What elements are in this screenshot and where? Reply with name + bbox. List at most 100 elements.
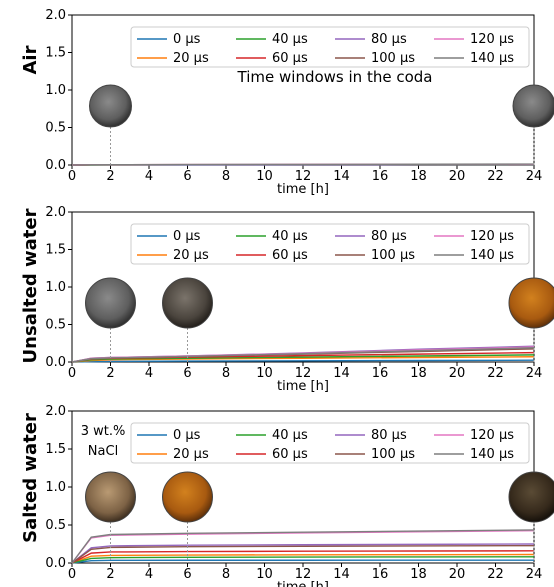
legend-label: 100 µs — [371, 447, 415, 462]
y-tick-label: 0.5 — [45, 318, 66, 333]
sample-photo — [85, 277, 136, 329]
legend-label: 0 µs — [173, 229, 201, 244]
legend-label: 40 µs — [272, 428, 308, 443]
x-tick-label: 2 — [106, 366, 114, 381]
x-tick-label: 10 — [256, 366, 273, 381]
legend-label: 100 µs — [371, 248, 415, 263]
sample-photo — [162, 471, 213, 523]
x-tick-label: 24 — [526, 366, 543, 381]
salt-annotation: NaCl — [88, 444, 118, 459]
salt-annotation: 3 wt.% — [81, 424, 126, 439]
sample-photo — [508, 277, 554, 329]
x-tick-label: 6 — [183, 366, 191, 381]
y-tick-label: 0.0 — [45, 355, 66, 370]
y-tick-label: 1.5 — [45, 442, 66, 457]
x-tick-label: 2 — [106, 567, 114, 582]
y-tick-label: 1.0 — [45, 83, 66, 98]
legend-box — [130, 26, 530, 68]
legend-label: 20 µs — [173, 248, 209, 263]
legend-label: 80 µs — [371, 428, 407, 443]
legend-label: 120 µs — [470, 428, 514, 443]
series-line — [71, 529, 535, 564]
legend-label: 60 µs — [272, 51, 308, 66]
legend-label: 60 µs — [272, 447, 308, 462]
x-tick-label: 6 — [183, 567, 191, 582]
x-tick-label: 22 — [487, 567, 504, 582]
series-line — [71, 559, 534, 564]
x-tick-label: 10 — [256, 567, 273, 582]
x-tick-label: 20 — [449, 567, 466, 582]
x-tick-label: 22 — [487, 169, 504, 184]
sample-photo — [162, 277, 213, 329]
legend-box — [130, 223, 530, 265]
y-tick-label: 2.0 — [45, 404, 66, 419]
x-tick-label: 8 — [222, 366, 230, 381]
x-tick-label: 12 — [295, 169, 312, 184]
legend-label: 20 µs — [173, 447, 209, 462]
coda-annotation: Time windows in the coda — [237, 68, 433, 86]
panel-ylabel: Unsalted water — [20, 208, 41, 363]
y-tick-label: 2.0 — [45, 205, 66, 220]
x-tick-label: 24 — [526, 567, 543, 582]
x-tick-label: 24 — [526, 169, 543, 184]
series-line — [71, 553, 535, 564]
y-tick-label: 1.5 — [45, 243, 66, 258]
x-tick-label: 0 — [68, 169, 76, 184]
x-tick-label: 4 — [145, 366, 153, 381]
x-axis-label: time [h] — [277, 379, 329, 394]
x-tick-label: 4 — [145, 567, 153, 582]
x-tick-label: 8 — [222, 169, 230, 184]
x-tick-label: 20 — [449, 169, 466, 184]
sample-photo — [89, 84, 132, 128]
legend-label: 60 µs — [272, 248, 308, 263]
legend-label: 0 µs — [173, 32, 201, 47]
x-tick-label: 14 — [333, 366, 350, 381]
sample-photo — [512, 84, 554, 128]
y-tick-label: 0.5 — [45, 518, 66, 533]
x-tick-label: 18 — [410, 567, 427, 582]
x-axis-label: time [h] — [277, 182, 329, 197]
x-tick-label: 4 — [145, 169, 153, 184]
x-tick-label: 2 — [106, 169, 114, 184]
panel-ylabel: Air — [20, 45, 41, 74]
x-tick-label: 22 — [487, 366, 504, 381]
x-tick-label: 14 — [333, 567, 350, 582]
x-tick-label: 14 — [333, 169, 350, 184]
y-tick-label: 0.5 — [45, 121, 66, 136]
series-line — [71, 556, 535, 564]
legend-label: 80 µs — [371, 32, 407, 47]
x-tick-label: 18 — [410, 169, 427, 184]
legend-label: 120 µs — [470, 32, 514, 47]
legend-label: 140 µs — [470, 51, 514, 66]
series-line — [71, 356, 535, 363]
y-tick-label: 1.0 — [45, 280, 66, 295]
legend-label: 0 µs — [173, 428, 201, 443]
x-tick-label: 10 — [256, 169, 273, 184]
x-tick-label: 16 — [372, 567, 389, 582]
legend-label: 120 µs — [470, 229, 514, 244]
x-tick-label: 8 — [222, 567, 230, 582]
legend-label: 80 µs — [371, 229, 407, 244]
sample-photo — [85, 471, 136, 523]
series-line — [71, 354, 535, 363]
legend-label: 40 µs — [272, 32, 308, 47]
x-tick-label: 0 — [68, 567, 76, 582]
x-tick-label: 12 — [295, 567, 312, 582]
sample-photo — [508, 471, 554, 523]
x-tick-label: 18 — [410, 366, 427, 381]
x-tick-label: 12 — [295, 366, 312, 381]
x-axis-label: time [h] — [277, 580, 329, 587]
legend-label: 140 µs — [470, 248, 514, 263]
y-tick-label: 0.0 — [45, 158, 66, 173]
x-tick-label: 0 — [68, 366, 76, 381]
legend-box — [130, 422, 530, 464]
legend-label: 140 µs — [470, 447, 514, 462]
y-tick-label: 1.0 — [45, 480, 66, 495]
x-tick-label: 20 — [449, 366, 466, 381]
y-tick-label: 0.0 — [45, 556, 66, 571]
panel-ylabel: Salted water — [20, 413, 41, 543]
series-line — [71, 543, 535, 564]
